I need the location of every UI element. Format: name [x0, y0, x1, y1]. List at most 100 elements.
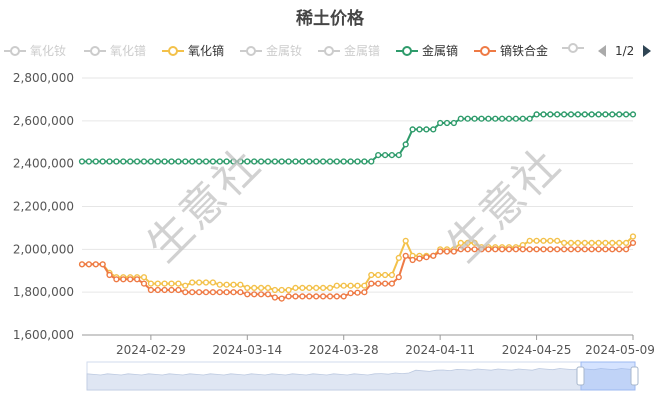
data-point[interactable]	[244, 291, 251, 298]
data-point[interactable]	[547, 246, 554, 253]
data-point[interactable]	[581, 239, 588, 247]
data-point[interactable]	[320, 158, 327, 165]
data-point[interactable]	[395, 152, 402, 159]
data-point[interactable]	[375, 280, 382, 287]
data-point[interactable]	[258, 284, 265, 292]
data-point[interactable]	[209, 158, 217, 165]
data-point[interactable]	[609, 239, 616, 247]
data-point[interactable]	[147, 158, 155, 165]
data-point[interactable]	[85, 261, 93, 268]
data-point[interactable]	[602, 111, 609, 118]
data-point[interactable]	[402, 141, 409, 148]
data-point[interactable]	[196, 158, 203, 165]
data-point[interactable]	[340, 158, 347, 165]
data-point[interactable]	[264, 291, 272, 298]
data-point[interactable]	[602, 239, 609, 247]
zoom-handle-right[interactable]	[630, 366, 639, 386]
data-point[interactable]	[567, 239, 575, 247]
data-point[interactable]	[395, 254, 402, 262]
data-point[interactable]	[326, 158, 334, 165]
data-point[interactable]	[471, 239, 478, 247]
data-point[interactable]	[560, 239, 568, 247]
legend-item-praseodymium-metal[interactable]: 金属镨	[318, 42, 380, 59]
data-point[interactable]	[609, 246, 616, 253]
data-point[interactable]	[457, 239, 464, 247]
data-point[interactable]	[540, 237, 547, 244]
data-point[interactable]	[230, 281, 237, 288]
data-point[interactable]	[333, 158, 340, 165]
data-point[interactable]	[402, 237, 409, 244]
data-point[interactable]	[526, 246, 533, 253]
data-point[interactable]	[409, 256, 416, 264]
data-point[interactable]	[533, 111, 540, 118]
data-point[interactable]	[223, 158, 230, 165]
data-point[interactable]	[251, 284, 258, 292]
data-point[interactable]	[368, 158, 375, 165]
data-point[interactable]	[333, 293, 340, 300]
data-point[interactable]	[175, 158, 182, 165]
data-point[interactable]	[547, 111, 554, 118]
data-point[interactable]	[92, 158, 99, 165]
data-point[interactable]	[230, 158, 237, 165]
data-point[interactable]	[78, 158, 86, 165]
zoom-handle-left[interactable]	[576, 366, 585, 386]
data-point[interactable]	[92, 261, 99, 268]
legend-item-more[interactable]	[562, 42, 588, 54]
data-point[interactable]	[189, 158, 196, 165]
data-point[interactable]	[189, 279, 196, 286]
data-point[interactable]	[581, 246, 588, 253]
data-point[interactable]	[560, 246, 568, 253]
legend-item-dysprosium-metal[interactable]: 金属镝	[396, 42, 458, 59]
data-point[interactable]	[382, 280, 389, 287]
data-point[interactable]	[526, 237, 533, 244]
data-point[interactable]	[347, 290, 354, 297]
data-point[interactable]	[278, 158, 285, 165]
data-point[interactable]	[161, 280, 168, 287]
data-point[interactable]	[450, 119, 458, 127]
data-point[interactable]	[292, 293, 299, 300]
data-point[interactable]	[258, 291, 265, 298]
data-point[interactable]	[264, 284, 272, 292]
data-point[interactable]	[106, 271, 113, 279]
data-point[interactable]	[216, 289, 223, 296]
data-point[interactable]	[78, 261, 86, 268]
data-point[interactable]	[616, 239, 623, 247]
data-point[interactable]	[443, 248, 451, 255]
data-point[interactable]	[574, 246, 582, 253]
data-point[interactable]	[120, 158, 127, 165]
data-point[interactable]	[216, 281, 223, 288]
legend-item-neodymium-metal[interactable]: 金属钕	[240, 42, 302, 59]
data-point[interactable]	[333, 282, 340, 289]
data-point[interactable]	[492, 115, 499, 122]
legend-item-praseodymium-oxide[interactable]: 氧化镨	[84, 42, 146, 59]
data-point[interactable]	[519, 115, 526, 122]
data-point[interactable]	[595, 246, 602, 253]
data-point[interactable]	[485, 115, 492, 122]
data-point[interactable]	[388, 280, 396, 287]
data-point[interactable]	[409, 126, 416, 133]
data-point[interactable]	[306, 293, 313, 300]
data-point[interactable]	[161, 158, 168, 165]
data-point[interactable]	[567, 246, 575, 253]
data-point[interactable]	[533, 237, 540, 244]
data-point[interactable]	[196, 289, 203, 296]
data-point[interactable]	[485, 246, 492, 253]
data-point[interactable]	[320, 293, 327, 300]
data-point[interactable]	[99, 158, 106, 165]
data-point[interactable]	[616, 246, 623, 253]
data-point[interactable]	[499, 246, 506, 253]
data-point[interactable]	[622, 239, 630, 247]
data-point[interactable]	[622, 111, 630, 118]
data-point[interactable]	[326, 284, 334, 292]
data-point[interactable]	[574, 239, 582, 247]
data-point[interactable]	[375, 271, 382, 279]
data-point[interactable]	[140, 274, 148, 281]
data-point[interactable]	[223, 289, 230, 296]
data-point[interactable]	[388, 271, 396, 279]
data-point[interactable]	[202, 289, 210, 296]
data-point[interactable]	[292, 284, 299, 292]
data-point[interactable]	[182, 289, 189, 296]
data-point[interactable]	[113, 158, 120, 165]
data-point[interactable]	[402, 252, 409, 259]
data-point[interactable]	[306, 158, 313, 165]
